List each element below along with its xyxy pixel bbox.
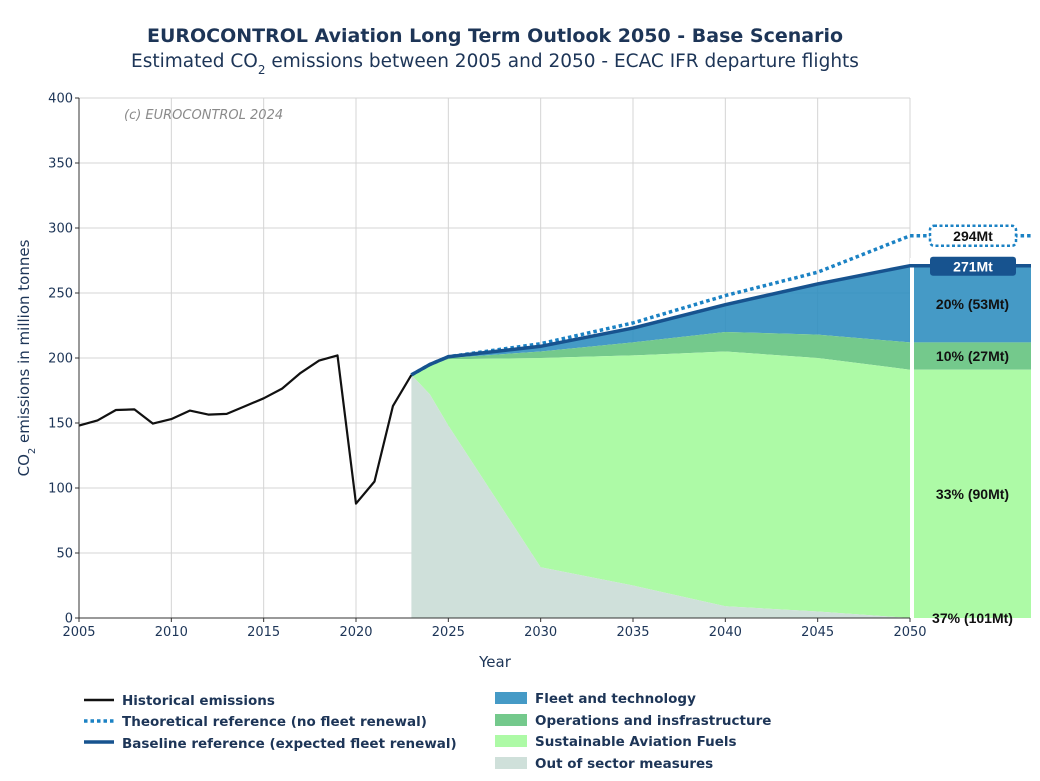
share-label-3: 37% (101Mt) xyxy=(932,610,1013,626)
legend: Historical emissions Theoretical referen… xyxy=(84,691,771,772)
line-baseline xyxy=(410,263,1031,377)
end-box-theoretical xyxy=(928,224,1018,248)
x-axis-label: Year xyxy=(478,653,512,671)
x-tick-label-2005: 2005 xyxy=(62,625,95,640)
end-box-baseline xyxy=(930,256,1016,276)
line-historical xyxy=(78,354,413,505)
chart-subtitle: Estimated CO2 emissions between 2005 and… xyxy=(131,51,859,77)
legend-label-saf: Sustainable Aviation Fuels xyxy=(535,734,737,750)
legend-swatch-out-of-sector xyxy=(495,757,527,769)
x-tick-label-2015: 2015 xyxy=(247,625,280,640)
y-tick-label-300: 300 xyxy=(48,222,73,237)
y-tick-label-400: 400 xyxy=(48,92,73,107)
end-label-baseline: 271Mt xyxy=(953,259,993,275)
x-tick-label-2030: 2030 xyxy=(524,625,557,640)
x-tick-label-2045: 2045 xyxy=(801,625,834,640)
area-fleet-technology-2050-bar xyxy=(914,265,1031,343)
y-tick-label-250: 250 xyxy=(48,287,73,302)
legend-swatch-fleet xyxy=(495,692,527,704)
x-tick-label-2020: 2020 xyxy=(339,625,372,640)
separator-2050 xyxy=(910,258,914,618)
chart-title: EUROCONTROL Aviation Long Term Outlook 2… xyxy=(147,25,843,47)
x-tick-label-2035: 2035 xyxy=(616,625,649,640)
x-tick-label-2050: 2050 xyxy=(893,625,926,640)
x-tick-label-2010: 2010 xyxy=(155,625,188,640)
area-operations-2050-bar xyxy=(914,342,1031,370)
area-out-of-sector xyxy=(411,374,910,618)
y-tick-label-350: 350 xyxy=(48,157,73,172)
y-tick-label-100: 100 xyxy=(48,482,73,497)
y-tick-label-200: 200 xyxy=(48,352,73,367)
y-tick-label-0: 0 xyxy=(65,612,73,627)
legend-swatch-saf xyxy=(495,735,527,747)
copyright-note: (c) EUROCONTROL 2024 xyxy=(124,108,283,123)
legend-label-operations: Operations and insfrastructure xyxy=(535,713,771,729)
share-labels: 20% (53Mt) 10% (27Mt) 33% (90Mt) 37% (101Mt… xyxy=(928,224,1018,626)
legend-swatch-operations xyxy=(495,714,527,726)
axes: 0 50 100 150 200 250 300 350 400 2005 2010 2015 2020… xyxy=(48,92,926,641)
area-saf-2050-bar xyxy=(914,369,1031,618)
y-tick-label-50: 50 xyxy=(56,547,73,562)
legend-label-baseline: Baseline reference (expected fleet renew… xyxy=(122,736,457,752)
legend-label-historical: Historical emissions xyxy=(122,693,275,709)
share-label-0: 20% (53Mt) xyxy=(936,296,1009,312)
y-tick-label-150: 150 xyxy=(48,417,73,432)
share-label-2: 33% (90Mt) xyxy=(936,486,1009,502)
x-tick-label-2025: 2025 xyxy=(432,625,465,640)
x-tick-label-2040: 2040 xyxy=(709,625,742,640)
legend-label-fleet: Fleet and technology xyxy=(535,691,696,707)
area-operations xyxy=(411,332,910,375)
legend-label-out-of-sector: Out of sector measures xyxy=(535,756,713,772)
y-axis-label: CO2 emissions in million tonnes xyxy=(15,239,38,476)
line-series xyxy=(78,234,1031,505)
legend-label-theoretical: Theoretical reference (no fleet renewal) xyxy=(122,714,427,730)
share-label-1: 10% (27Mt) xyxy=(936,348,1009,364)
area-saf xyxy=(411,351,910,618)
end-label-theoretical: 294Mt xyxy=(953,228,993,244)
